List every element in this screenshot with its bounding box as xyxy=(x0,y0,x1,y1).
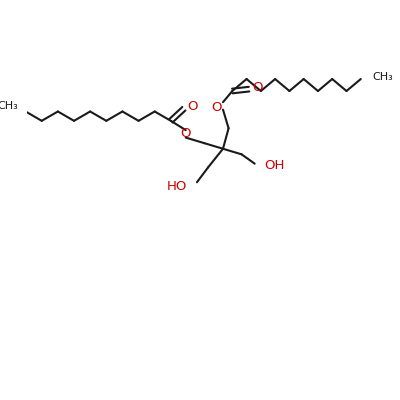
Text: O: O xyxy=(187,100,198,113)
Text: O: O xyxy=(252,81,263,94)
Text: O: O xyxy=(180,127,191,140)
Text: CH₃: CH₃ xyxy=(0,101,18,111)
Text: O: O xyxy=(211,101,222,114)
Text: OH: OH xyxy=(264,159,284,172)
Text: CH₃: CH₃ xyxy=(372,72,393,82)
Text: HO: HO xyxy=(167,180,188,192)
